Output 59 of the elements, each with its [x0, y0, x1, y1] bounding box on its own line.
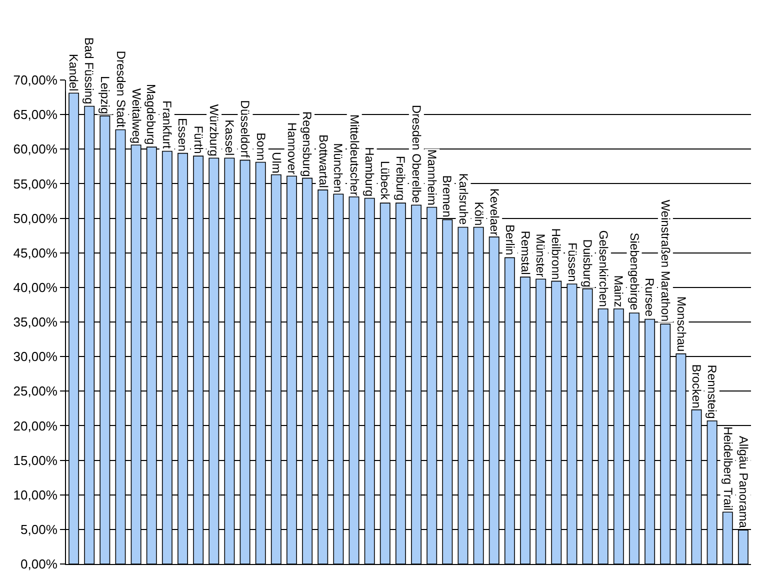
x-tick-label: Rennsteig: [704, 364, 719, 419]
x-tick-label: Bremen: [440, 175, 454, 218]
x-tick-label: Bad Füssing: [82, 37, 96, 104]
x-tick-label: Füssen: [565, 242, 580, 282]
x-tick-label: Mannheim: [425, 149, 440, 206]
y-tick-label: 70,00%: [13, 72, 58, 88]
x-tick-label: Brocken: [689, 364, 704, 408]
y-tick-label: 50,00%: [13, 210, 58, 226]
y-tick-label: 30,00%: [13, 349, 58, 364]
x-tick-label: Rursee: [642, 278, 657, 317]
x-tick-label: Münster: [533, 234, 548, 278]
x-tick-label: Duisburg: [580, 239, 594, 288]
x-tick-label: München: [331, 143, 346, 193]
x-tick-label: Dresden Stadt: [114, 50, 128, 128]
y-tick-label: 40,00%: [13, 280, 58, 295]
y-tick-label: 0,00%: [20, 556, 58, 572]
x-tick-label: Weitalweg: [130, 88, 144, 144]
x-tick-label: Bonn: [254, 132, 268, 161]
x-tick-label: Düsseldorf: [238, 100, 252, 158]
y-tick-label: 60,00%: [13, 142, 58, 157]
x-tick-label: Bottwartal: [316, 134, 330, 188]
x-tick-label: Gelsenkirchen: [596, 230, 610, 307]
x-tick-label: Heilbronn: [549, 228, 564, 280]
x-tick-label: Karlsruhe: [456, 173, 470, 225]
x-tick-label: Heidelberg Trail: [720, 426, 735, 511]
y-tick-label: 25,00%: [13, 384, 58, 399]
x-tick-label: Regensburg: [300, 111, 314, 177]
y-tick-label: 20,00%: [13, 418, 58, 434]
y-tick-label: 15,00%: [13, 452, 58, 468]
x-tick-label: Frankfurt: [160, 100, 174, 150]
x-tick-label: Freiburg: [393, 156, 408, 201]
x-tick-label: Dresden Oberelbe: [409, 104, 424, 204]
x-tick-label: Leipzig: [98, 76, 112, 114]
x-tick-label: Monschau: [674, 296, 688, 352]
x-tick-label: Magdeburg: [144, 84, 158, 145]
y-tick-label: 55,00%: [13, 176, 58, 192]
x-tick-label: Hannover: [284, 122, 299, 174]
x-tick-label: Hamburg: [362, 147, 376, 197]
y-tick-label: 45,00%: [13, 245, 58, 260]
x-tick-label: Kevelaer: [488, 188, 502, 236]
x-tick-label: Mitteldeutscher: [347, 114, 362, 196]
x-tick-label: Kandel: [66, 54, 80, 92]
x-tick-label: Remstal: [518, 230, 532, 275]
x-tick-label: Fürth: [191, 126, 206, 154]
y-tick-label: 35,00%: [13, 314, 58, 330]
x-tick-label: Weinstraßen Marathon: [658, 200, 672, 322]
x-tick-label: Lübeck: [378, 160, 392, 201]
x-tick-label: Würzburg: [207, 104, 222, 156]
x-tick-label: Kassel: [222, 120, 237, 156]
y-tick-label: 65,00%: [13, 107, 58, 122]
x-tick-label: Mainz: [612, 275, 626, 308]
x-tick-label: Berlin: [502, 224, 517, 256]
x-tick-label: Allgäu Panorama: [736, 436, 750, 528]
y-tick-label: 10,00%: [13, 487, 58, 502]
x-tick-label: Ulm: [269, 152, 284, 174]
x-tick-label: Köln: [472, 202, 486, 226]
y-tick-label: 5,00%: [20, 522, 58, 537]
x-tick-label: Essen: [176, 118, 190, 152]
x-tick-label: Siebengebirge: [627, 232, 642, 310]
